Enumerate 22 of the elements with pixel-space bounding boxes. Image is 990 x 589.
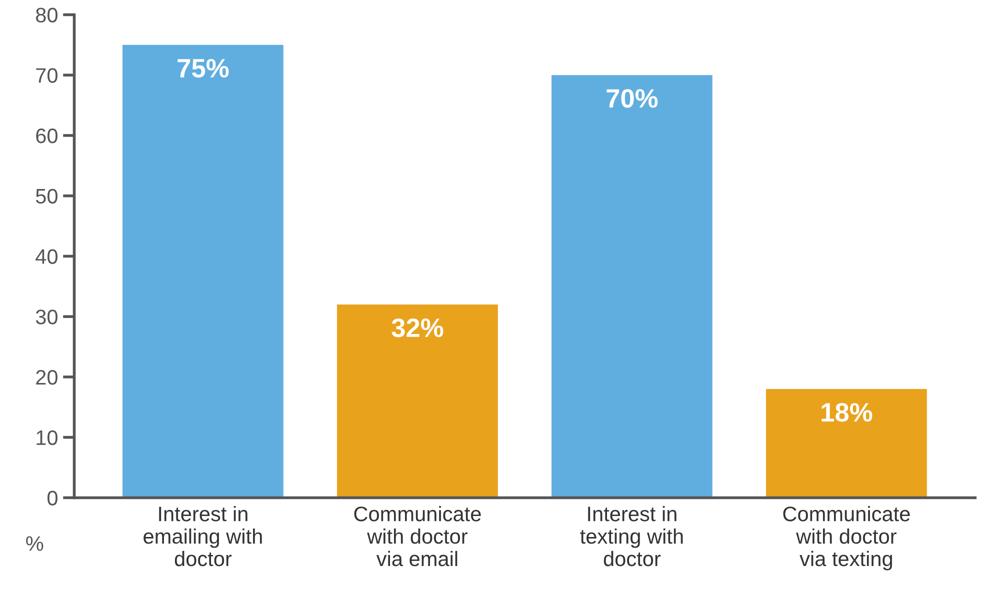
y-tick-label: 80 <box>36 8 58 22</box>
y-tick-label: 60 <box>36 128 58 144</box>
bar <box>337 304 498 498</box>
y-tick-label: 40 <box>36 249 58 264</box>
y-tick-label: 70 <box>36 68 58 83</box>
bar <box>122 44 284 498</box>
data-label: 32% <box>392 318 444 338</box>
y-tick-label: 0 <box>48 490 58 506</box>
x-tick-label: Interest in emailing with doctor <box>144 506 262 566</box>
x-tick-label: Communicate with doctor via texting <box>783 506 910 570</box>
data-label: 75% <box>178 58 229 78</box>
x-tick-label: Communicate with doctor via email <box>354 506 481 566</box>
y-tick-label: 50 <box>36 188 58 204</box>
y-tick-label: 30 <box>36 310 58 324</box>
x-tick-label: Interest in texting with doctor <box>580 506 683 566</box>
bar <box>552 75 712 498</box>
data-label: 18% <box>822 403 872 422</box>
bar <box>766 389 927 498</box>
y-axis-title: % <box>26 536 44 551</box>
data-label: 70% <box>606 89 658 108</box>
y-tick-label: 10 <box>36 430 58 446</box>
y-tick-label: 20 <box>36 370 58 385</box>
